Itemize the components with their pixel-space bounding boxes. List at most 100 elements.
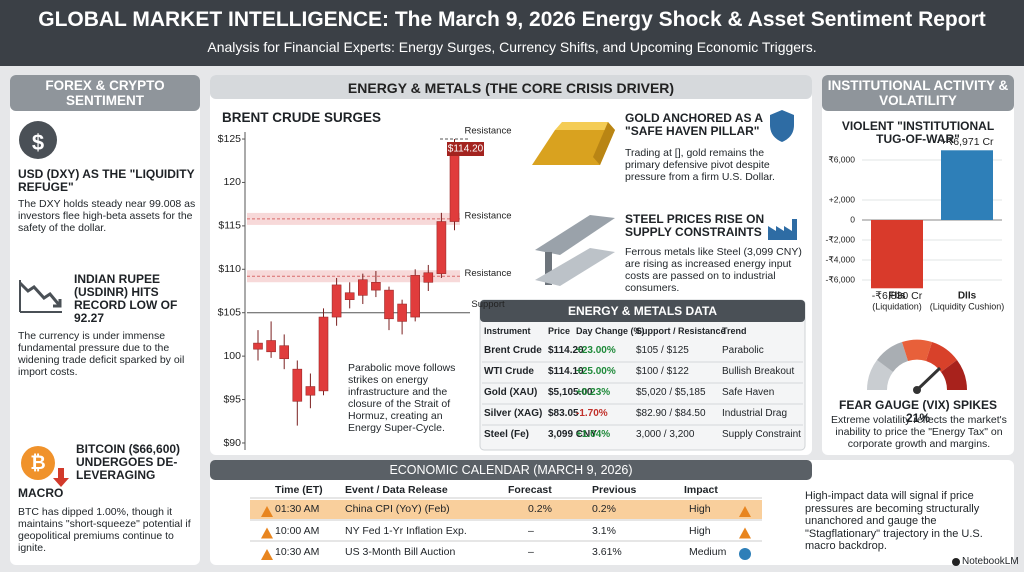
gauge-hub <box>913 386 921 394</box>
table-cell: $83.05 <box>548 408 579 419</box>
title: GLOBAL MARKET INTELLIGENCE: The March 9,… <box>38 8 986 31</box>
price-tag <box>447 142 484 156</box>
y-tick-label: +2,000 <box>829 194 856 204</box>
item-heading: BITCOIN ($66,600) UNDERGOES DE-LEVERAGIN… <box>76 442 181 482</box>
value-label: +₹6,971 Cr <box>940 136 994 148</box>
table-cell: 3,099 CNY <box>548 429 597 440</box>
gauge-segment <box>941 360 967 390</box>
table-cell: +23.00% <box>576 345 616 356</box>
x-tick-note: (Liquidity Cushion) <box>930 301 1005 311</box>
alert-icon <box>261 527 273 539</box>
calendar-cell: – <box>528 524 534 537</box>
item-heading: USD (DXY) AS THE "LIQUIDITY REFUGE" <box>18 167 195 194</box>
candle-body <box>410 275 421 318</box>
item-text: The DXY holds steady near 99.008 as inve… <box>18 198 196 234</box>
calendar-header <box>210 460 812 480</box>
table-cell: $82.90 / $84.50 <box>636 408 706 419</box>
down-arrow <box>53 468 69 487</box>
item-text: The currency is under immense fundamenta… <box>18 330 185 378</box>
btc-symbol: ₿ <box>30 453 46 474</box>
brand: NotebookLM <box>962 556 1019 567</box>
calendar-column: Impact <box>684 484 718 496</box>
table-column: Instrument <box>484 326 531 336</box>
gold-bar-side <box>593 122 615 165</box>
candle-body <box>305 386 316 396</box>
alert-icon <box>261 506 273 517</box>
usd-icon <box>19 121 57 159</box>
btc-icon <box>21 446 55 480</box>
panel-title: ENERGY & METALS (THE CORE CRISIS DRIVER) <box>347 80 675 96</box>
gauge-segment <box>902 339 932 361</box>
table-cell: Steel (Fe) <box>484 429 530 440</box>
header-bg <box>0 0 1024 66</box>
calendar-cell: NY Fed 1-Yr Inflation Exp. <box>345 524 467 537</box>
bar <box>871 220 923 289</box>
table-cell: 3,000 / 3,200 <box>636 429 695 440</box>
table-cell: +0.23% <box>576 387 611 398</box>
y-tick-label: $125 <box>218 133 242 145</box>
chart-title: BRENT CRUDE SURGES <box>222 110 382 125</box>
table-cell: Supply Constraint <box>722 429 801 440</box>
y-tick-label: -₹4,000 <box>825 254 855 264</box>
table-cell: $105 / $125 <box>636 345 689 356</box>
candle-body <box>449 147 460 222</box>
y-tick-label: $105 <box>218 306 242 318</box>
gauge-segment <box>926 342 957 372</box>
steel-beam <box>535 215 615 255</box>
table-cell: Bullish Breakout <box>722 366 795 377</box>
value-label: -₹6,830 Cr <box>872 290 923 302</box>
alert-icon <box>739 527 751 539</box>
steel-beam-flange <box>535 248 615 286</box>
table-cell: $114.20 <box>548 345 584 356</box>
calendar-column: Previous <box>592 484 637 496</box>
candle-body <box>371 282 381 291</box>
table-cell: +25.00% <box>576 366 616 377</box>
candle-body <box>423 272 434 283</box>
right-panel-header <box>822 75 1014 111</box>
item-tag: MACRO <box>18 486 64 500</box>
table-cell: -1.70% <box>576 408 608 419</box>
gauge-needle <box>915 366 942 392</box>
info-icon <box>739 548 751 560</box>
center-panel-header <box>210 75 812 99</box>
candle-body <box>357 279 368 296</box>
table-cell: $5,020 / $5,185 <box>636 387 706 398</box>
decline-arrow <box>53 299 62 308</box>
table-column: Trend <box>722 326 747 336</box>
table-cell: +1.04% <box>576 429 611 440</box>
x-tick-label: DIIs <box>958 291 977 302</box>
gold-heading: GOLD ANCHORED AS A "SAFE HAVEN PILLAR" <box>625 111 763 138</box>
y-tick-label: $90 <box>223 437 241 449</box>
y-tick-label: $115 <box>218 220 241 232</box>
decline-icon <box>18 281 62 307</box>
steel-heading: STEEL PRICES RISE ON SUPPLY CONSTRAINTS <box>625 212 765 239</box>
panel-title: INSTITUTIONAL ACTIVITY & VOLATILITY <box>827 78 1009 108</box>
calendar-cell: – <box>528 546 534 558</box>
chart-title: VIOLENT "INSTITUTIONAL TUG-OF-WAR" <box>841 119 995 146</box>
y-tick-label: $95 <box>223 393 241 405</box>
gauge-heading: FEAR GAUGE (VIX) SPIKES 21% <box>838 398 998 425</box>
table-title: ENERGY & METALS DATA <box>567 304 718 318</box>
calendar-cell: 0.2% <box>528 503 552 515</box>
table-cell: Silver (XAG) <box>484 408 543 419</box>
candle-body <box>436 221 447 274</box>
price-tag-label: $114.20 <box>448 144 484 155</box>
chart-note: Parabolic move follows strikes on energy… <box>348 362 456 434</box>
item-text: BTC has dipped 1.00%, though it maintain… <box>18 506 191 554</box>
item-heading: INDIAN RUPEE (USDINR) HITS RECORD LOW OF… <box>74 272 178 325</box>
candle-body <box>266 340 276 353</box>
y-tick-label: ₹6,000 <box>828 154 855 164</box>
calendar-cell: 3.1% <box>592 524 616 537</box>
calendar-cell: 10:30 AM <box>275 546 320 558</box>
level-label: Resistance <box>465 268 512 279</box>
calendar-highlight <box>250 500 762 519</box>
candle-body <box>292 368 303 402</box>
gold-bar-top <box>555 122 615 130</box>
calendar-cell: 0.2% <box>592 503 616 515</box>
table-cell: $5,105.00 <box>548 387 593 398</box>
y-tick-label: -₹6,000 <box>825 274 855 284</box>
table-cell: Gold (XAU) <box>484 387 538 398</box>
gauge-text: Extreme volatility reflects the market's… <box>831 414 1007 450</box>
alert-icon <box>261 549 273 560</box>
brand-logo <box>952 558 960 566</box>
